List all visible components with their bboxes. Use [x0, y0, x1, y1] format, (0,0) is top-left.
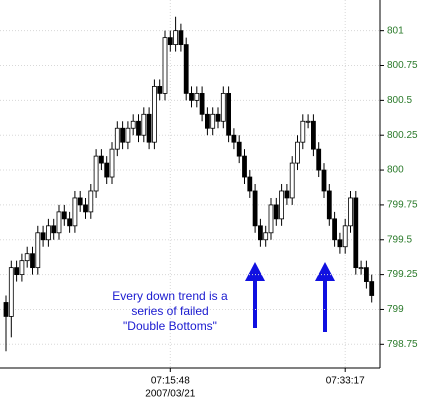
- candle-body: [183, 44, 189, 94]
- candle-body: [19, 260, 25, 276]
- candle-body: [99, 155, 104, 164]
- candle-body: [353, 197, 359, 269]
- y-tick-label: 800.75: [387, 60, 418, 71]
- candle-body: [46, 225, 51, 241]
- x-tick-label: 07:15:48: [151, 376, 190, 387]
- candle-body: [120, 127, 125, 143]
- candle-body: [67, 218, 72, 227]
- candle-body: [363, 267, 369, 282]
- candle-body: [51, 225, 57, 234]
- candle-body: [93, 155, 99, 192]
- candle-body: [146, 113, 152, 143]
- candle-body: [199, 92, 205, 115]
- candle-body: [231, 134, 237, 143]
- y-tick-label: 800.25: [387, 130, 418, 141]
- candle-body: [77, 197, 83, 206]
- candle-body: [88, 190, 94, 213]
- date-label: 2007/03/21: [145, 389, 195, 400]
- y-tick-label: 799.25: [387, 269, 418, 280]
- candle-body: [295, 141, 300, 164]
- candle-body: [136, 120, 141, 136]
- y-tick-label: 798.75: [387, 339, 418, 350]
- arrow-shaft: [253, 278, 257, 328]
- candle-body: [289, 162, 295, 199]
- candle-body: [284, 190, 290, 199]
- candle-body: [310, 120, 316, 150]
- candle-body: [189, 92, 194, 101]
- candle-body: [215, 113, 221, 122]
- candle-body: [104, 162, 110, 178]
- candle-body: [204, 113, 210, 129]
- candle-body: [8, 267, 14, 317]
- candle-body: [14, 267, 20, 276]
- candle-body: [305, 120, 311, 123]
- candle-body: [348, 197, 353, 227]
- candle-body: [226, 92, 232, 136]
- candle-body: [358, 267, 364, 270]
- y-tick-label: 799.75: [387, 200, 418, 211]
- candle-body: [83, 204, 88, 213]
- candle-body: [72, 197, 78, 227]
- candle-body: [220, 92, 226, 122]
- y-tick-label: 799: [387, 304, 404, 315]
- candle-body: [173, 30, 179, 46]
- candle-body: [114, 127, 120, 150]
- y-tick-label: 800.5: [387, 95, 412, 106]
- candle-body: [300, 120, 306, 143]
- candle-body: [279, 190, 285, 220]
- candle-body: [242, 155, 247, 178]
- candle-body: [56, 211, 62, 234]
- arrow-head: [315, 262, 335, 281]
- candle-body: [130, 120, 136, 129]
- candle-body: [273, 204, 279, 220]
- arrow-shaft: [323, 278, 327, 332]
- candle-body: [24, 253, 30, 262]
- candle-body: [162, 37, 168, 94]
- candle-body: [151, 86, 157, 143]
- candle-body: [141, 113, 147, 136]
- candle-body: [257, 225, 263, 241]
- arrow-head: [245, 262, 265, 281]
- annotation: series of failed: [131, 304, 208, 318]
- candle-body: [236, 141, 242, 157]
- candle-body: [194, 92, 200, 101]
- candle-body: [210, 113, 216, 129]
- candle-body: [35, 232, 41, 269]
- candle-body: [30, 253, 35, 269]
- candle-body: [252, 190, 258, 227]
- candle-body: [125, 127, 131, 143]
- candle-body: [342, 225, 348, 248]
- candle-body: [369, 281, 375, 296]
- candle-body: [178, 30, 184, 46]
- arrows: [245, 262, 335, 332]
- candle-body: [268, 204, 274, 234]
- candle-body: [109, 148, 115, 178]
- candle-body: [247, 176, 253, 192]
- candle-body: [326, 190, 332, 220]
- candle-body: [337, 239, 343, 248]
- candle-body: [61, 211, 67, 220]
- x-tick-label: 07:33:17: [326, 376, 365, 387]
- candle-body: [321, 169, 327, 192]
- annotation: Every down trend is a: [112, 289, 228, 303]
- y-tick-label: 800: [387, 165, 404, 176]
- y-tick-label: 801: [387, 25, 404, 36]
- candle-body: [3, 302, 9, 317]
- candle-body: [263, 232, 269, 241]
- y-tick-label: 799.5: [387, 234, 412, 245]
- candle-body: [332, 218, 338, 241]
- candle-body: [40, 232, 46, 241]
- candle-body: [157, 86, 163, 94]
- candle-body: [316, 148, 322, 171]
- candle-body: [167, 37, 173, 46]
- annotation: "Double Bottoms": [123, 319, 217, 333]
